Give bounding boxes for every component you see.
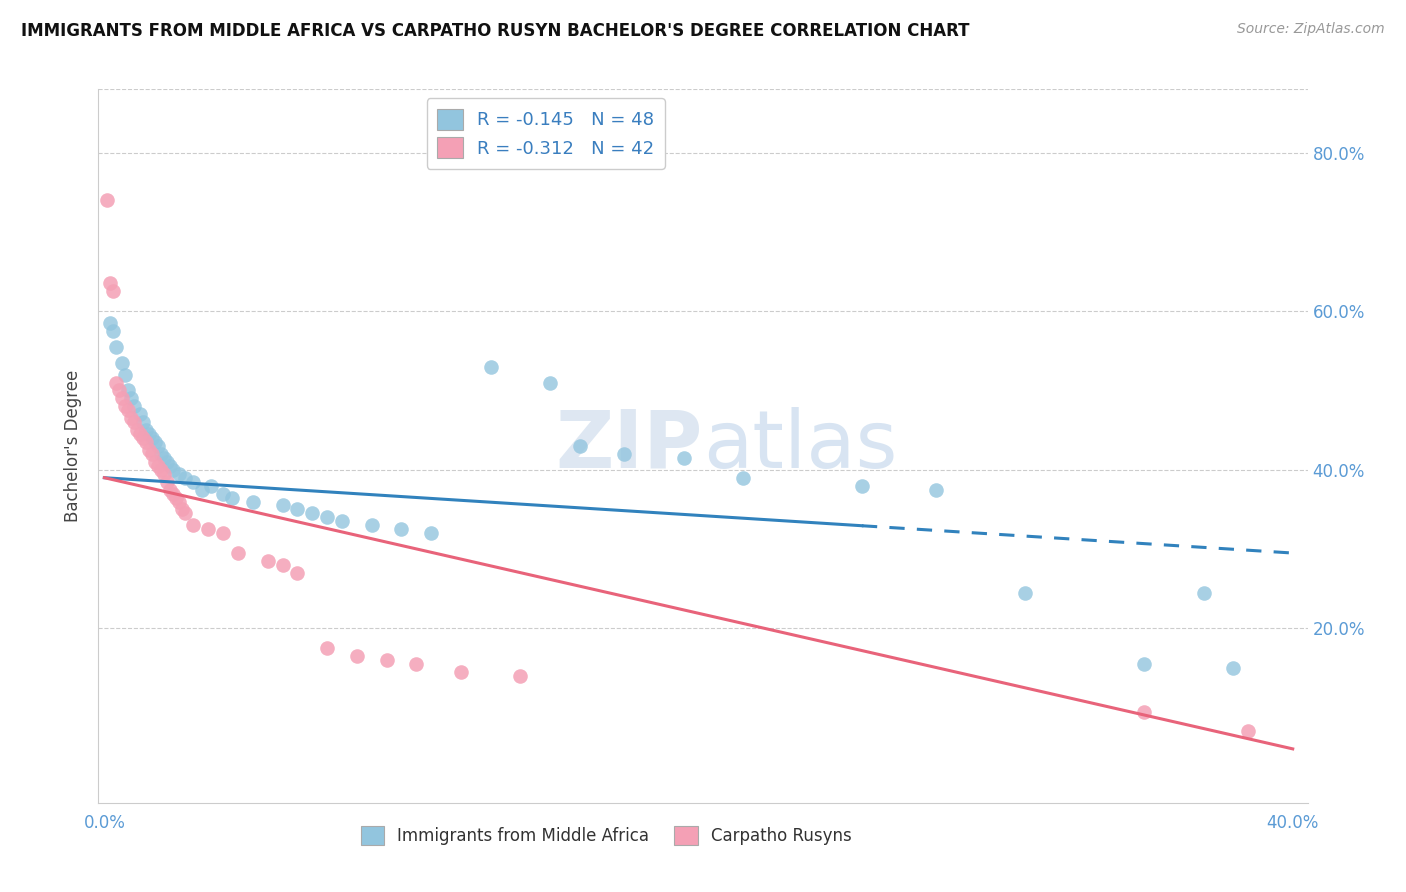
Point (120, 411, 142, 425)
Point (420, 526, 443, 541)
Point (212, 526, 235, 541)
Point (143, 435, 166, 450)
Point (851, 478, 873, 492)
Point (509, 669, 531, 683)
Point (256, 554, 278, 568)
Point (129, 407, 152, 421)
Point (167, 494, 190, 508)
Point (360, 518, 382, 533)
Point (1222, 661, 1244, 675)
Point (159, 483, 181, 497)
Point (149, 447, 172, 461)
Point (138, 427, 160, 442)
Point (165, 491, 187, 505)
Point (197, 522, 219, 536)
Point (167, 467, 190, 481)
Point (226, 546, 249, 560)
Point (287, 502, 309, 516)
Point (212, 486, 235, 500)
Point (105, 340, 128, 354)
Point (450, 665, 472, 679)
Point (143, 455, 166, 469)
Point (111, 356, 134, 370)
Point (159, 458, 181, 473)
Point (98, 277, 121, 291)
Point (405, 657, 427, 671)
Y-axis label: Bachelor's Degree: Bachelor's Degree (63, 370, 82, 522)
Point (141, 431, 163, 445)
Text: ZIP: ZIP (555, 407, 703, 485)
Point (96, 193, 118, 207)
Point (173, 507, 195, 521)
Point (183, 475, 205, 489)
Point (132, 415, 155, 429)
Point (287, 566, 309, 580)
Point (117, 403, 139, 417)
Point (242, 494, 264, 508)
Point (125, 423, 148, 437)
Point (122, 400, 145, 414)
Point (98, 316, 121, 330)
Point (613, 447, 636, 461)
Point (479, 359, 502, 374)
Point (146, 439, 169, 453)
Text: atlas: atlas (703, 407, 897, 485)
Legend: Immigrants from Middle Africa, Carpatho Rusyns: Immigrants from Middle Africa, Carpatho … (354, 819, 859, 852)
Point (111, 392, 134, 406)
Point (114, 400, 136, 414)
Point (122, 415, 145, 429)
Point (138, 442, 160, 457)
Point (1133, 657, 1156, 671)
Point (156, 455, 179, 469)
Point (135, 423, 157, 437)
Text: Source: ZipAtlas.com: Source: ZipAtlas.com (1237, 22, 1385, 37)
Point (141, 447, 163, 461)
Point (191, 483, 214, 497)
Point (1192, 585, 1215, 599)
Point (120, 392, 142, 406)
Point (375, 653, 398, 667)
Point (146, 458, 169, 473)
Point (1237, 724, 1260, 739)
Point (152, 467, 174, 481)
Point (156, 475, 179, 489)
Point (173, 471, 195, 485)
Point (316, 510, 339, 524)
Point (105, 376, 128, 390)
Point (149, 463, 172, 477)
Point (117, 384, 139, 398)
Point (170, 502, 193, 516)
Point (152, 450, 174, 465)
Point (162, 486, 184, 500)
Point (1133, 705, 1156, 719)
Point (346, 649, 368, 664)
Text: IMMIGRANTS FROM MIDDLE AFRICA VS CARPATHO RUSYN BACHELOR'S DEGREE CORRELATION CH: IMMIGRANTS FROM MIDDLE AFRICA VS CARPATH… (21, 22, 970, 40)
Point (183, 518, 205, 533)
Point (271, 558, 294, 572)
Point (108, 384, 131, 398)
Point (733, 471, 755, 485)
Point (672, 450, 695, 465)
Point (114, 368, 136, 382)
Point (330, 514, 353, 528)
Point (301, 507, 323, 521)
Point (538, 376, 561, 390)
Point (132, 431, 155, 445)
Point (391, 522, 413, 536)
Point (162, 463, 184, 477)
Point (103, 285, 125, 299)
Point (1014, 585, 1036, 599)
Point (316, 641, 339, 656)
Point (135, 435, 157, 450)
Point (103, 324, 125, 338)
Point (221, 491, 243, 505)
Point (200, 478, 222, 492)
Point (129, 427, 152, 442)
Point (925, 483, 948, 497)
Point (271, 499, 294, 513)
Point (568, 439, 591, 453)
